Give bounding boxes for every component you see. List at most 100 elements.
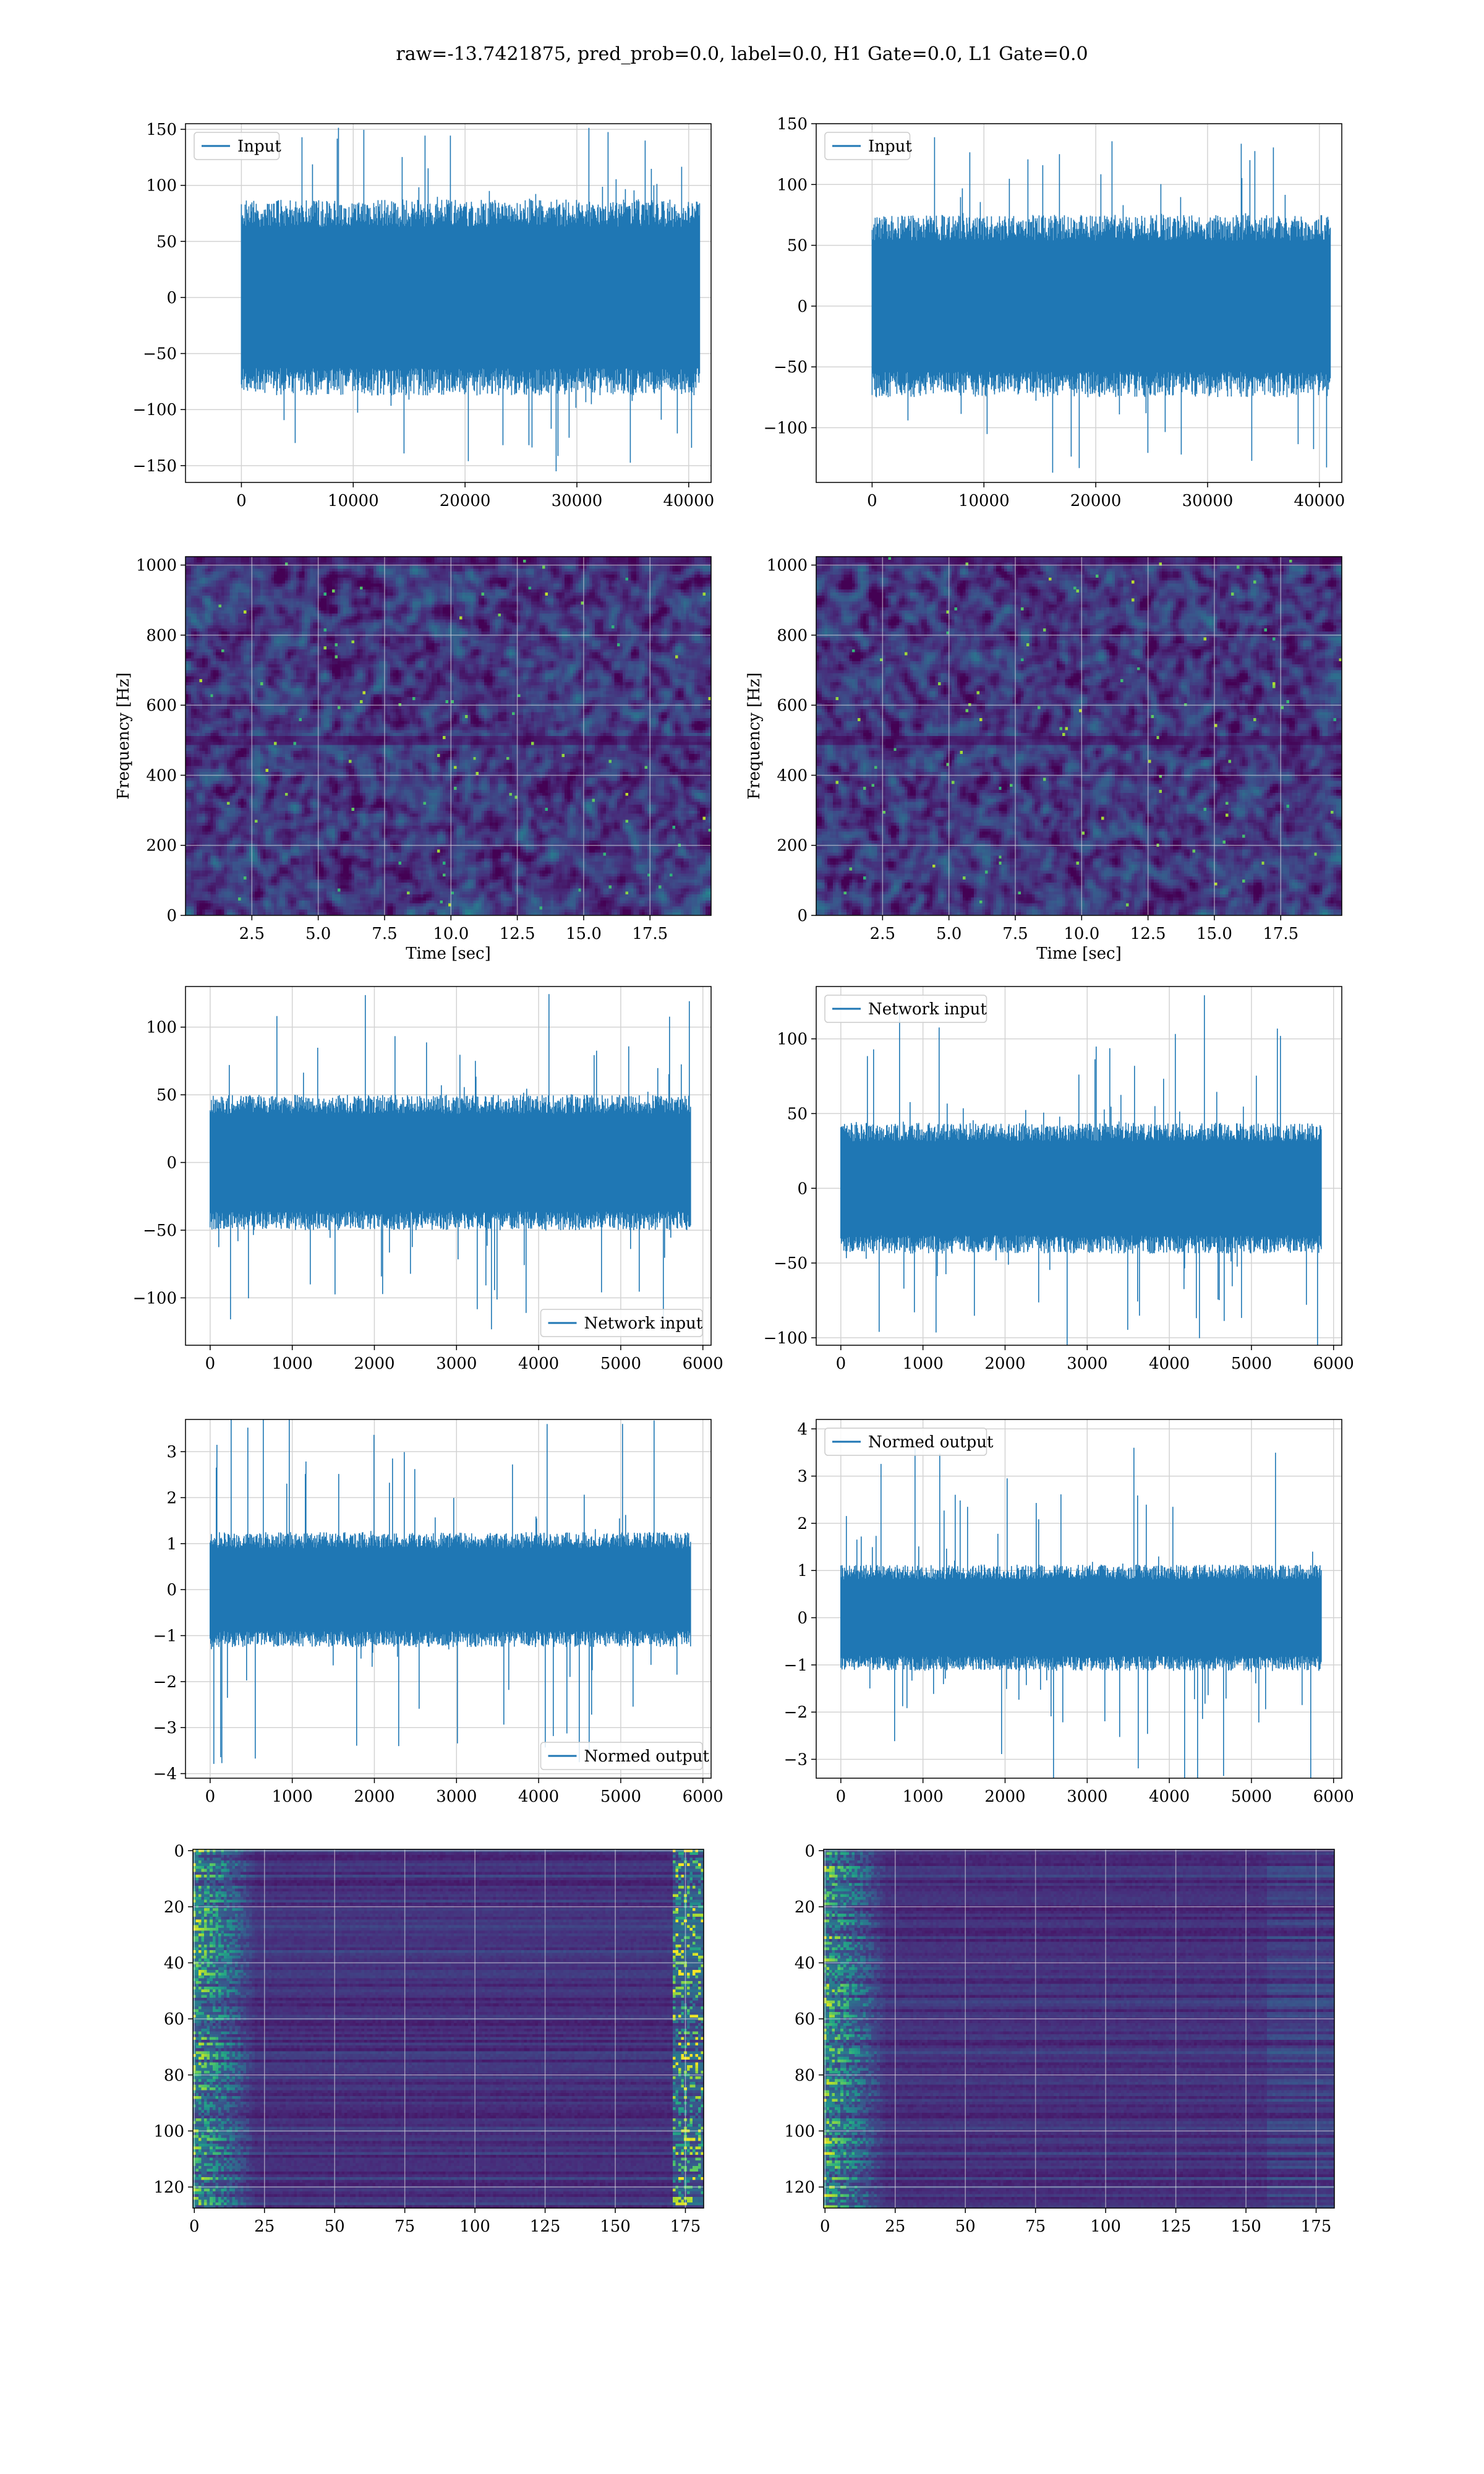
l1-spectrogram-ytick-label-5: 1000	[767, 557, 808, 575]
h1-normed-output-legend-box	[540, 1742, 703, 1770]
l1-spectrogram-xtick-label-2: 7.5	[1002, 925, 1028, 943]
h1-spectrogram-ylabel: Frequency [Hz]	[114, 672, 133, 800]
h1-network-input-series-line	[210, 994, 691, 1330]
l1-spectrogram-xlabel: Time [sec]	[1036, 944, 1122, 963]
h1-normed-output-ytick-label-4: 0	[166, 1581, 177, 1599]
h1-feature-map-ytick-label-1: 20	[164, 1898, 184, 1917]
h1-normed-output-ytick-label-5: 1	[166, 1535, 177, 1554]
l1-normed-output-legend: Normed output	[824, 1427, 994, 1456]
l1-normed-output-xtick-label-5: 5000	[1231, 1787, 1272, 1806]
h1-normed-output-legend-label: Normed output	[584, 1747, 710, 1766]
l1-spectrogram-xtick-label-6: 17.5	[1263, 925, 1298, 943]
l1-normed-output-panel: 0 1000 2000 3000 4000 5000 6000 −3 −2 −1 0 1 2 3 4 Norm…	[784, 1419, 1354, 1806]
h1-input-ytick-label-2: −50	[143, 345, 177, 364]
h1-normed-output-xtick-label-2: 2000	[354, 1787, 394, 1806]
l1-spectrogram-ytick-label-2: 400	[777, 766, 808, 785]
h1-normed-output-xtick-label-0: 0	[205, 1787, 216, 1806]
l1-normed-output-series-line	[840, 1445, 1322, 1778]
h1-spectrogram-ytick-label-1: 200	[146, 837, 177, 855]
h1-network-input-xtick-label-0: 0	[205, 1355, 216, 1373]
h1-network-input-xtick-label-6: 6000	[683, 1355, 723, 1373]
l1-spectrogram-ytick-label-0: 0	[797, 907, 808, 925]
l1-feature-map-ytick-label-0: 0	[804, 1842, 815, 1860]
l1-feature-map-xtick-label-0: 0	[820, 2217, 830, 2236]
h1-spectrogram-xtick-label-4: 12.5	[500, 925, 535, 943]
l1-feature-map-heatmap	[824, 1849, 1334, 2208]
l1-input-xtick-label-3: 30000	[1182, 492, 1234, 510]
l1-feature-map-ytick-label-3: 60	[795, 2010, 815, 2029]
h1-input-xtick-label-3: 30000	[552, 492, 603, 510]
h1-feature-map-panel: 0 25 50 75 100 125 150 175 0 20 40 60 80 100 120	[153, 1842, 704, 2236]
h1-feature-map-xtick-label-3: 75	[394, 2217, 415, 2236]
h1-network-input-ytick-label-3: 50	[156, 1086, 177, 1105]
h1-network-input-xtick-label-4: 4000	[518, 1355, 559, 1373]
l1-network-input-legend: Network input	[824, 995, 987, 1023]
l1-input-ytick-label-5: 150	[777, 115, 808, 134]
l1-normed-output-ytick-label-7: 4	[797, 1420, 808, 1439]
h1-input-panel: 0 10000 20000 30000 40000 −150 −100 −50 0 50 100 15…	[133, 121, 715, 510]
h1-input-xtick-label-1: 10000	[328, 492, 379, 510]
h1-input-legend: Input	[194, 132, 281, 160]
l1-normed-output-ytick-label-6: 3	[797, 1468, 808, 1486]
h1-normed-output-xtick-label-1: 1000	[272, 1787, 313, 1806]
l1-input-xtick-label-2: 20000	[1070, 492, 1122, 510]
h1-input-series-line	[241, 127, 701, 471]
h1-input-frame	[185, 123, 712, 483]
l1-network-input-ytick-label-4: 100	[777, 1030, 808, 1049]
h1-feature-map-xtick-label-6: 150	[600, 2217, 631, 2236]
l1-feature-map-frame	[823, 1849, 1335, 2209]
l1-input-ytick-label-0: −100	[764, 419, 808, 438]
h1-input-legend-box	[194, 132, 280, 160]
l1-input-series-line	[871, 137, 1331, 473]
h1-normed-output-series-line	[210, 1419, 691, 1764]
h1-feature-map-frame	[192, 1849, 704, 2209]
h1-spectrogram-xtick-label-3: 10.0	[433, 925, 469, 943]
l1-feature-map-xtick-label-1: 25	[885, 2217, 905, 2236]
h1-feature-map-xtick-label-4: 100	[459, 2217, 490, 2236]
l1-normed-output-xtick-label-0: 0	[836, 1787, 846, 1806]
h1-feature-map-ytick-label-5: 100	[153, 2122, 184, 2141]
l1-spectrogram-panel: 2.5 5.0 7.5 10.0 12.5 15.0 17.5 0 200 400 600 800 10…	[745, 556, 1342, 963]
h1-input-xtick-label-4: 40000	[663, 492, 714, 510]
l1-input-frame	[816, 123, 1342, 483]
h1-network-input-frame	[185, 986, 712, 1346]
l1-network-input-xtick-label-6: 6000	[1313, 1355, 1354, 1373]
l1-feature-map-ytick-label-5: 100	[784, 2122, 815, 2141]
l1-feature-map-xtick-label-3: 75	[1025, 2217, 1046, 2236]
h1-spectrogram-panel: 2.5 5.0 7.5 10.0 12.5 15.0 17.5 0 200 400 600 800 10…	[114, 556, 712, 963]
h1-normed-output-ytick-label-0: −4	[153, 1765, 177, 1784]
l1-normed-output-legend-box	[824, 1427, 987, 1456]
h1-input-xtick-label-0: 0	[236, 492, 247, 510]
h1-feature-map-xtick-label-2: 50	[325, 2217, 345, 2236]
h1-normed-output-ytick-label-2: −2	[153, 1673, 177, 1692]
figure-title: raw=-13.7421875, pred_prob=0.0, label=0.…	[396, 43, 1088, 65]
h1-network-input-legend: Network input	[540, 1309, 703, 1337]
l1-network-input-xtick-label-0: 0	[836, 1355, 846, 1373]
l1-feature-map-xtick-label-6: 150	[1230, 2217, 1261, 2236]
h1-network-input-xtick-label-5: 5000	[600, 1355, 641, 1373]
l1-normed-output-ytick-label-5: 2	[797, 1515, 808, 1533]
h1-feature-map-ytick-label-4: 80	[164, 2066, 184, 2085]
h1-input-xtick-label-2: 20000	[440, 492, 491, 510]
h1-network-input-xtick-label-3: 3000	[436, 1355, 477, 1373]
h1-spectrogram-ytick-label-0: 0	[166, 907, 177, 925]
l1-normed-output-xtick-label-1: 1000	[903, 1787, 944, 1806]
l1-normed-output-xtick-label-2: 2000	[984, 1787, 1025, 1806]
h1-normed-output-xtick-label-4: 4000	[518, 1787, 559, 1806]
l1-network-input-ytick-label-3: 50	[787, 1105, 808, 1123]
l1-normed-output-xtick-label-3: 3000	[1067, 1787, 1107, 1806]
h1-feature-map-heatmap	[193, 1849, 704, 2208]
h1-normed-output-xtick-label-6: 6000	[683, 1787, 723, 1806]
l1-feature-map-xtick-label-2: 50	[955, 2217, 976, 2236]
h1-input-ytick-label-5: 100	[146, 177, 177, 195]
h1-spectrogram-ytick-label-3: 600	[146, 696, 177, 715]
l1-normed-output-legend-label: Normed output	[868, 1433, 994, 1452]
h1-input-legend-label: Input	[237, 137, 281, 156]
l1-feature-map-xtick-label-5: 125	[1161, 2217, 1192, 2236]
l1-input-ytick-label-3: 50	[787, 237, 808, 255]
h1-feature-map-xtick-label-0: 0	[189, 2217, 200, 2236]
l1-input-xtick-label-1: 10000	[958, 492, 1010, 510]
h1-spectrogram-heatmap	[186, 557, 711, 915]
h1-normed-output-xtick-label-5: 5000	[600, 1787, 641, 1806]
l1-normed-output-ytick-label-4: 1	[797, 1562, 808, 1580]
